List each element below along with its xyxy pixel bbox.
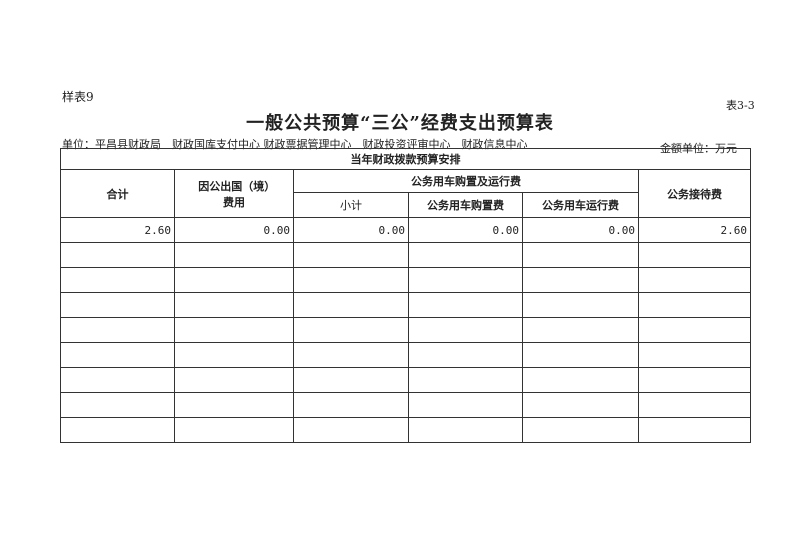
empty-cell xyxy=(408,367,523,393)
empty-cell xyxy=(638,317,751,343)
empty-cell xyxy=(174,392,294,418)
header-purchase: 公务用车购置费 xyxy=(408,192,523,218)
empty-cell xyxy=(174,292,294,318)
empty-cell xyxy=(408,417,523,443)
empty-cell xyxy=(293,267,409,293)
header-total: 合计 xyxy=(60,169,175,218)
empty-cell xyxy=(293,342,409,368)
cell-purchase: 0.00 xyxy=(408,217,523,243)
empty-cell xyxy=(60,267,175,293)
empty-cell xyxy=(522,242,639,268)
budget-table: 当年财政拨款预算安排 合计 因公出国（境）费用 公务用车购置及运行费 公务接待费… xyxy=(60,148,751,443)
cell-total: 2.60 xyxy=(60,217,175,243)
empty-cell xyxy=(60,242,175,268)
empty-cell xyxy=(60,417,175,443)
empty-cell xyxy=(408,317,523,343)
empty-cell xyxy=(522,392,639,418)
cell-operation: 0.00 xyxy=(522,217,639,243)
empty-cell xyxy=(174,342,294,368)
empty-row xyxy=(60,392,751,418)
empty-row xyxy=(60,367,751,393)
empty-cell xyxy=(408,292,523,318)
header-operation: 公务用车运行费 xyxy=(522,192,639,218)
empty-cell xyxy=(638,392,751,418)
page-title: 一般公共预算“三公”经费支出预算表 xyxy=(246,113,554,134)
empty-cell xyxy=(522,292,639,318)
header-reception: 公务接待费 xyxy=(638,169,751,218)
empty-cell xyxy=(638,292,751,318)
sample-label: 样表9 xyxy=(62,90,94,104)
table-row: 2.60 0.00 0.00 0.00 0.00 2.60 xyxy=(60,217,751,243)
empty-cell xyxy=(60,367,175,393)
empty-row xyxy=(60,417,751,443)
empty-cell xyxy=(293,392,409,418)
empty-cell xyxy=(638,342,751,368)
empty-cell xyxy=(174,367,294,393)
empty-cell xyxy=(522,317,639,343)
unit-label: 单位：平昌县财政局 财政国库支付中心 财政票据管理中心 财政投资评审中心 财政信… xyxy=(62,138,528,151)
empty-cell xyxy=(174,242,294,268)
table-number: 表3-3 xyxy=(726,99,755,112)
empty-row xyxy=(60,292,751,318)
empty-cell xyxy=(174,417,294,443)
empty-cell xyxy=(293,367,409,393)
empty-cell xyxy=(408,267,523,293)
header-vehicle: 公务用车购置及运行费 xyxy=(293,169,639,193)
empty-cell xyxy=(408,342,523,368)
empty-cell xyxy=(60,392,175,418)
empty-row xyxy=(60,267,751,293)
empty-cell xyxy=(408,392,523,418)
cell-reception: 2.60 xyxy=(638,217,751,243)
cell-subtotal: 0.00 xyxy=(293,217,409,243)
header-subtotal: 小计 xyxy=(293,192,409,218)
empty-cell xyxy=(60,317,175,343)
empty-cell xyxy=(638,242,751,268)
empty-row xyxy=(60,317,751,343)
empty-cell xyxy=(60,292,175,318)
empty-cell xyxy=(638,367,751,393)
empty-cell xyxy=(522,417,639,443)
empty-cell xyxy=(293,417,409,443)
cell-abroad: 0.00 xyxy=(174,217,294,243)
empty-cell xyxy=(293,292,409,318)
empty-cell xyxy=(174,267,294,293)
header-abroad: 因公出国（境）费用 xyxy=(174,169,294,218)
empty-cell xyxy=(174,317,294,343)
empty-cell xyxy=(638,417,751,443)
empty-cell xyxy=(60,342,175,368)
empty-cell xyxy=(293,242,409,268)
empty-cell xyxy=(408,242,523,268)
empty-cell xyxy=(522,342,639,368)
empty-row xyxy=(60,242,751,268)
header-group: 当年财政拨款预算安排 xyxy=(60,148,751,170)
empty-cell xyxy=(293,317,409,343)
empty-row xyxy=(60,342,751,368)
empty-cell xyxy=(522,267,639,293)
empty-cell xyxy=(638,267,751,293)
empty-cell xyxy=(522,367,639,393)
